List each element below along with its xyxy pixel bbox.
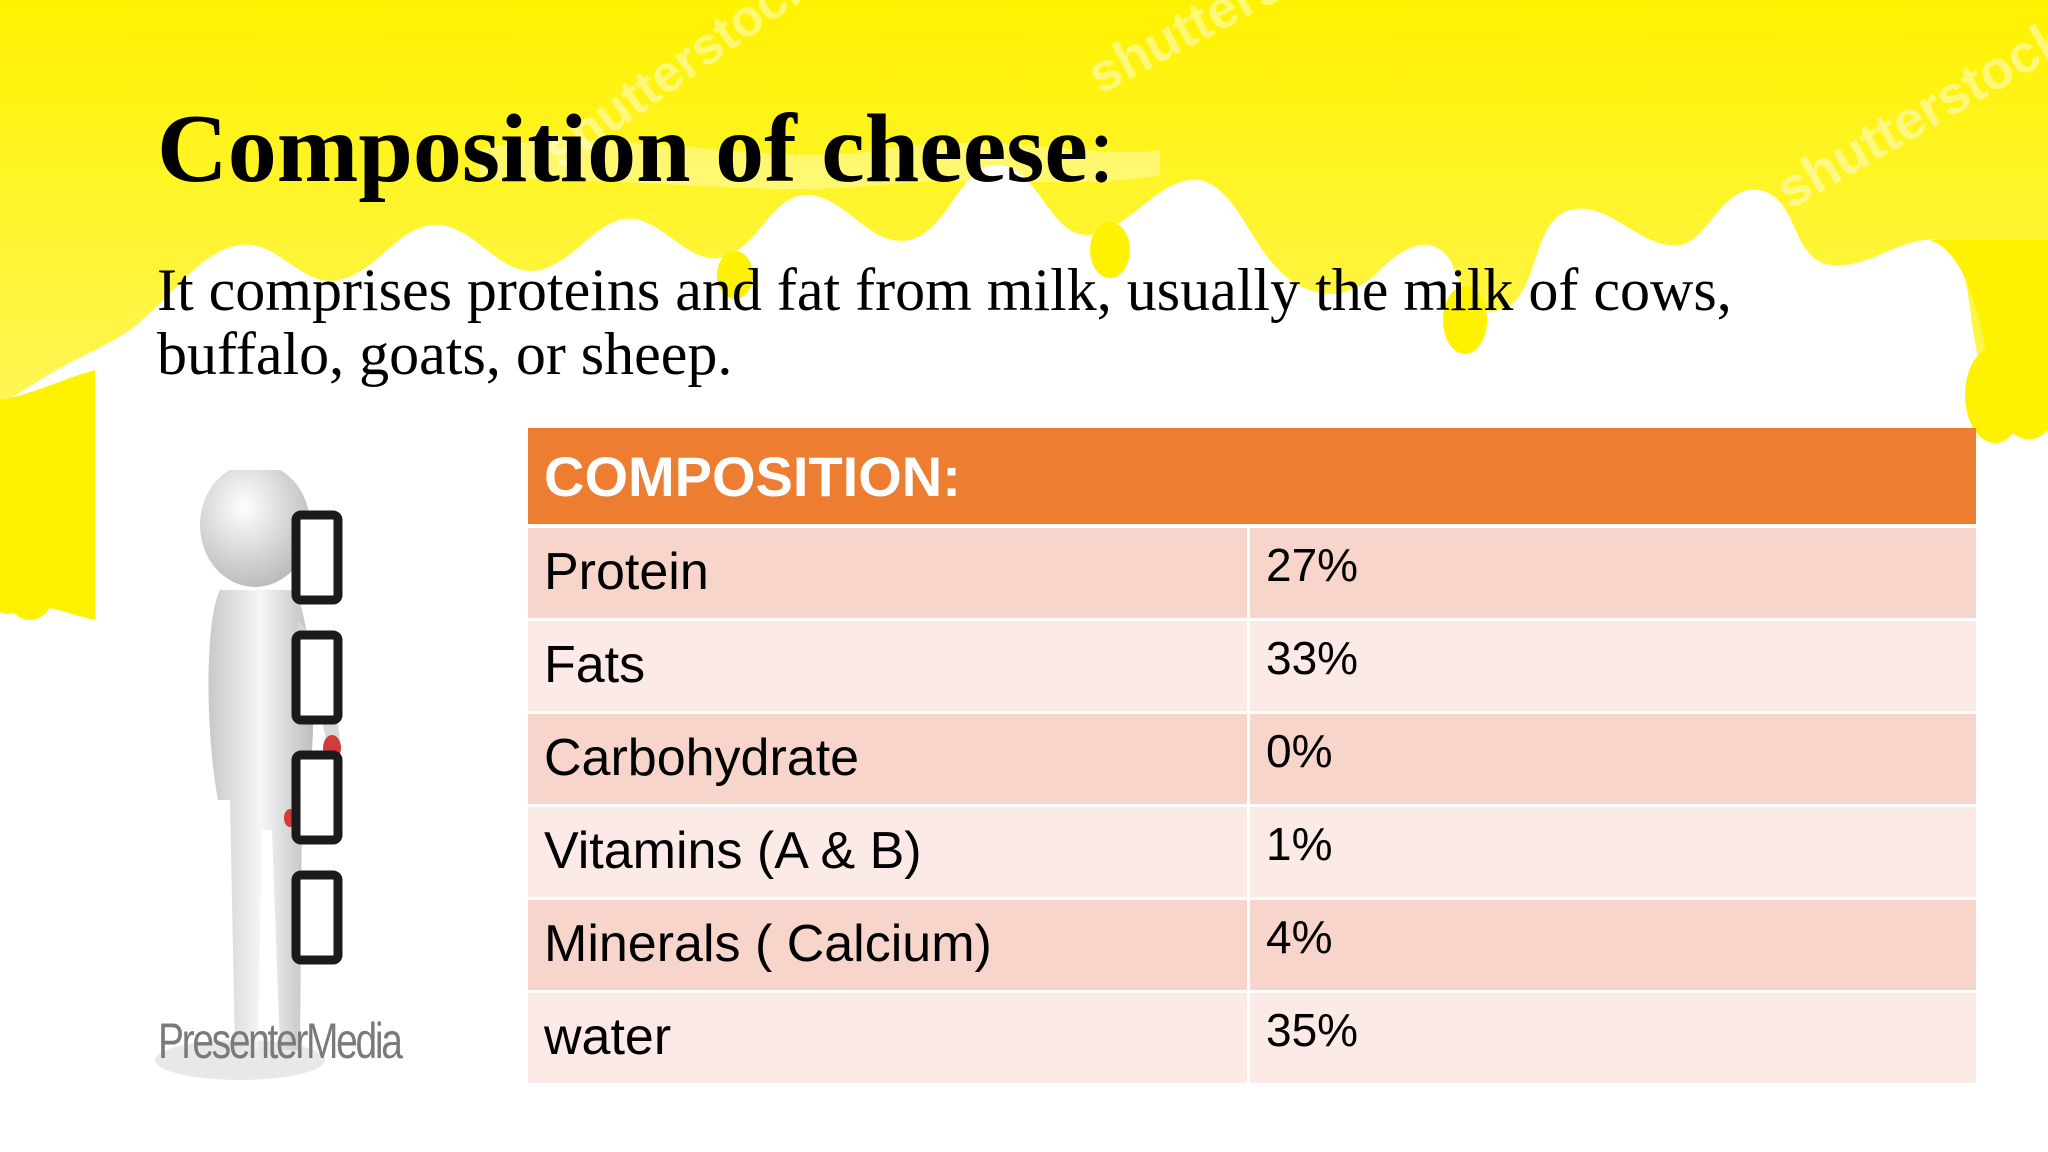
component-name: water (528, 993, 1250, 1083)
table-row: Minerals ( Calcium) 4% (528, 900, 1976, 993)
component-value: 0% (1266, 725, 1333, 777)
component-name: Fats (528, 621, 1250, 711)
component-name: Minerals ( Calcium) (528, 900, 1250, 990)
title-colon: : (1087, 95, 1116, 203)
checkbox-list (291, 510, 343, 965)
table-row: Fats 33% (528, 621, 1976, 714)
figure-head (200, 470, 310, 587)
composition-table: COMPOSITION: Protein 27% Fats 33% Carboh… (528, 428, 1976, 1086)
table-header: COMPOSITION: (528, 428, 1976, 528)
component-name: Protein (528, 528, 1250, 618)
checkbox-4-icon (291, 870, 343, 965)
checkbox-2-icon (291, 630, 343, 725)
table-row: Protein 27% (528, 528, 1976, 621)
checklist-figure (155, 470, 343, 1080)
component-value: 1% (1266, 818, 1333, 870)
component-value: 35% (1266, 1004, 1359, 1056)
component-value: 33% (1266, 632, 1359, 684)
table-row: water 35% (528, 993, 1976, 1086)
slide-title: Composition of cheese: (157, 100, 1115, 198)
checkbox-1-icon (291, 510, 343, 605)
component-name: Vitamins (A & B) (528, 807, 1250, 897)
component-value: 4% (1266, 911, 1333, 963)
table-row: Carbohydrate 0% (528, 714, 1976, 807)
component-value: 27% (1266, 539, 1359, 591)
component-name: Carbohydrate (528, 714, 1250, 804)
checkbox-3-icon (291, 750, 343, 845)
presentermedia-logo: PresenterMedia (158, 1013, 403, 1069)
title-text: Composition of cheese (157, 95, 1088, 203)
table-row: Vitamins (A & B) 1% (528, 807, 1976, 900)
slide-subtitle: It comprises proteins and fat from milk,… (157, 257, 1732, 387)
figure-body (208, 590, 314, 1050)
